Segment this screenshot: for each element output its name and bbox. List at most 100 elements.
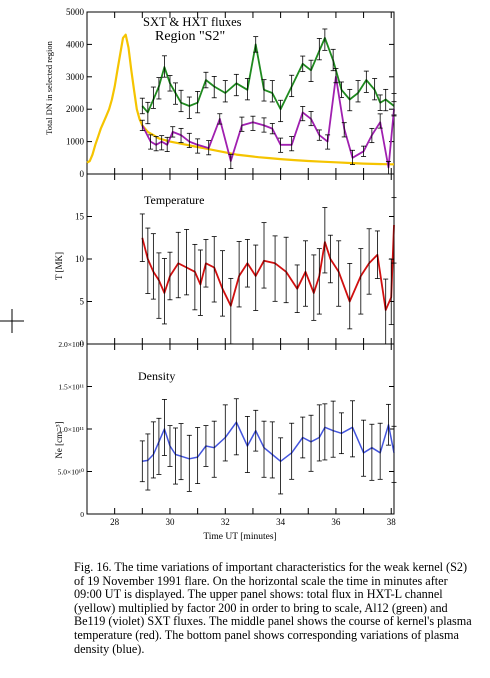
y-tick-label-bottom: 0 — [80, 510, 84, 519]
data-point-bottom — [233, 398, 239, 456]
data-point-bottom — [391, 425, 397, 483]
data-point-top — [139, 119, 145, 131]
data-point-bottom — [211, 420, 217, 478]
data-point-top — [239, 116, 245, 132]
data-point-top — [153, 136, 159, 152]
data-point-top — [308, 111, 314, 127]
data-point-top — [250, 115, 256, 131]
data-point-top — [341, 122, 347, 138]
data-point-top — [150, 86, 156, 109]
data-point-middle — [327, 234, 333, 284]
data-point-bottom — [167, 425, 173, 467]
data-point-middle — [220, 250, 226, 317]
data-point-top — [228, 153, 234, 169]
data-point-middle — [383, 278, 389, 345]
data-point-top — [330, 48, 336, 72]
x-tick-label: 32 — [221, 517, 230, 527]
data-point-top — [377, 94, 383, 111]
data-point-top — [289, 74, 295, 98]
data-point-top — [363, 70, 369, 93]
data-point-top — [383, 88, 389, 112]
y-tick-label-top: 4000 — [66, 39, 85, 49]
x-tick-label: 38 — [387, 517, 397, 527]
data-point-top — [161, 55, 167, 78]
figure-caption: Fig. 16. The time variations of importan… — [74, 560, 472, 656]
data-point-bottom — [269, 421, 275, 479]
x-axis-label: Time UT [minutes] — [203, 532, 276, 542]
panel-top-frame — [86, 11, 395, 175]
data-point-top — [308, 59, 314, 82]
middle-panel-title: Temperature — [144, 193, 204, 207]
bottom-panel-title: Density — [138, 369, 175, 383]
figure: SXT & HXT fluxes Region "S2" Temperature… — [0, 7, 397, 542]
registration-mark — [0, 309, 24, 333]
data-point-top — [148, 134, 154, 150]
data-point-bottom — [139, 440, 145, 483]
y-tick-label-top: 2000 — [66, 104, 85, 114]
data-point-bottom — [150, 421, 156, 479]
data-point-top — [289, 136, 295, 152]
data-point-top — [391, 101, 397, 117]
data-point-top — [300, 106, 306, 122]
data-point-top — [377, 113, 383, 129]
data-point-top — [261, 79, 267, 102]
data-point-bottom — [330, 400, 336, 458]
data-point-bottom — [156, 417, 162, 475]
data-point-middle — [244, 239, 250, 288]
data-point-bottom — [195, 427, 201, 484]
data-point-bottom — [308, 414, 314, 472]
data-point-top — [167, 75, 173, 92]
y-tick-label-middle: 5 — [80, 297, 85, 307]
data-point-top — [244, 78, 250, 101]
data-point-top — [385, 161, 391, 175]
data-point-middle — [294, 264, 300, 313]
data-point-middle — [197, 249, 203, 316]
data-point-middle — [336, 240, 342, 307]
top-panel-title-line1: SXT & HXT fluxes — [143, 15, 242, 29]
data-point-top — [269, 123, 275, 135]
data-point-bottom — [300, 416, 306, 459]
data-point-middle — [316, 248, 322, 315]
data-point-bottom — [253, 409, 259, 452]
top-panel-ylabel: Total DN in selected region — [44, 40, 54, 135]
data-point-top — [222, 80, 228, 103]
data-point-bottom — [322, 403, 328, 461]
series-line-top-1 — [141, 37, 395, 114]
data-point-bottom — [361, 419, 367, 477]
data-point-top — [139, 97, 145, 115]
y-tick-label-bottom: 1.0×10¹¹ — [58, 425, 84, 434]
data-point-middle — [184, 229, 190, 296]
data-point-middle — [302, 240, 308, 307]
data-point-top — [164, 136, 170, 152]
data-point-top — [178, 127, 184, 144]
data-point-top — [195, 91, 201, 114]
y-tick-label-bottom: 2.0×10¹¹ — [58, 340, 84, 349]
y-tick-label-top: 3000 — [66, 72, 85, 82]
data-point-top — [211, 76, 217, 99]
data-point-top — [233, 73, 239, 97]
data-point-bottom — [369, 423, 375, 481]
y-tick-label-top: 0 — [80, 169, 85, 179]
data-point-bottom — [338, 412, 344, 455]
series-line-bottom-0 — [142, 421, 395, 463]
data-point-top — [217, 113, 223, 125]
data-point-middle — [161, 258, 167, 325]
data-point-middle — [139, 213, 145, 262]
data-point-top — [316, 129, 322, 141]
data-point-bottom — [278, 437, 284, 495]
data-point-top — [278, 99, 284, 123]
data-point-top — [350, 149, 356, 165]
data-point-top — [278, 137, 284, 153]
data-point-top — [159, 135, 165, 151]
data-point-bottom — [186, 434, 192, 492]
data-point-middle — [272, 235, 278, 302]
data-point-top — [156, 77, 162, 100]
series-line-top-2 — [141, 75, 395, 169]
y-tick-label-middle: 15 — [75, 212, 85, 222]
middle-panel-ylabel: T [MK] — [54, 252, 64, 280]
data-point-bottom — [316, 404, 322, 462]
data-point-top — [178, 89, 184, 113]
series-line-top-0 — [86, 33, 394, 166]
data-point-middle — [175, 231, 181, 299]
data-point-top — [325, 134, 331, 150]
